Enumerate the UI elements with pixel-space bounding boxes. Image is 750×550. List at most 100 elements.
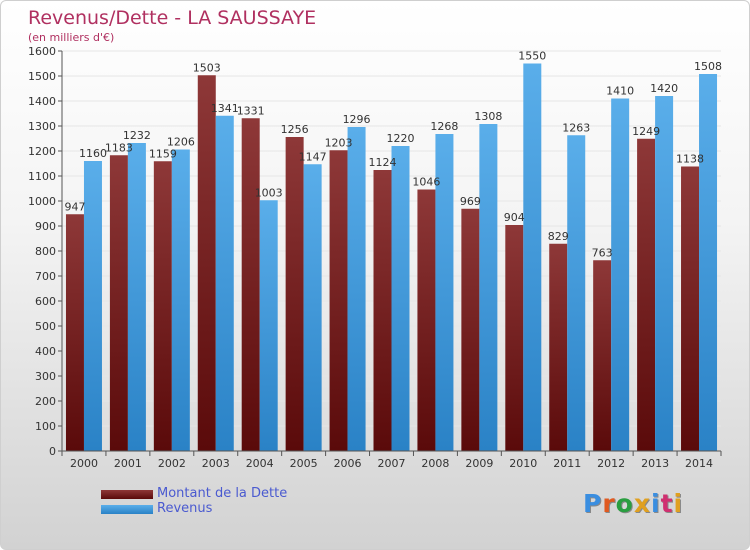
bar-revenus: [171, 149, 190, 451]
bar-dette: [417, 189, 436, 451]
y-tick-label: 1600: [28, 45, 56, 58]
data-label-dette: 1124: [369, 156, 397, 169]
y-tick-label: 300: [35, 370, 56, 383]
y-tick-label: 200: [35, 395, 56, 408]
data-label-dette: 763: [592, 246, 613, 259]
data-label-dette: 1183: [105, 141, 133, 154]
bar-dette: [461, 208, 480, 451]
legend-label-revenus: Revenus: [157, 501, 213, 516]
bar-revenus: [699, 74, 718, 451]
data-label-revenus: 1147: [299, 150, 327, 163]
data-label-dette: 1331: [237, 104, 265, 117]
data-label-revenus: 1232: [123, 129, 151, 142]
y-tick-label: 1200: [28, 145, 56, 158]
bar-revenus: [83, 161, 102, 451]
data-label-dette: 904: [504, 211, 525, 224]
y-tick-label: 1400: [28, 95, 56, 108]
data-label-revenus: 1308: [474, 110, 502, 123]
x-tick-label: 2003: [202, 457, 230, 470]
data-label-dette: 1138: [676, 153, 704, 166]
data-label-dette: 1256: [281, 123, 309, 136]
data-label-revenus: 1420: [650, 82, 678, 95]
data-label-revenus: 1160: [79, 147, 107, 160]
bar-dette: [153, 161, 172, 451]
bar-revenus: [303, 164, 322, 451]
y-tick-label: 1500: [28, 70, 56, 83]
bar-revenus: [523, 63, 542, 451]
x-tick-label: 2013: [641, 457, 669, 470]
bar-revenus: [611, 98, 630, 451]
y-tick-label: 100: [35, 420, 56, 433]
x-tick-label: 2002: [158, 457, 186, 470]
bar-dette: [329, 150, 348, 451]
bar-revenus: [435, 134, 454, 451]
bar-revenus: [655, 96, 674, 451]
data-label-revenus: 1550: [518, 50, 546, 63]
bar-revenus: [127, 143, 146, 451]
chart-title: Revenus/Dette - LA SAUSSAYE: [28, 7, 317, 29]
bar-dette: [65, 214, 84, 451]
data-label-revenus: 1003: [255, 186, 283, 199]
axes: [61, 51, 721, 452]
bar-dette: [593, 260, 612, 451]
bar-dette: [197, 75, 216, 451]
legend-swatch-dette: [101, 490, 153, 499]
data-label-revenus: 1220: [387, 132, 415, 145]
x-tick-label: 2001: [114, 457, 142, 470]
bars: [65, 63, 718, 451]
data-label-revenus: 1410: [606, 85, 634, 98]
y-tick-label: 500: [35, 320, 56, 333]
y-tick-label: 400: [35, 345, 56, 358]
bar-revenus: [259, 200, 278, 451]
x-tick-label: 2005: [290, 457, 318, 470]
x-tick-label: 2007: [378, 457, 406, 470]
y-tick-label: 600: [35, 295, 56, 308]
y-tick-label: 1100: [28, 170, 56, 183]
bar-dette: [549, 243, 568, 451]
y-tick-label: 800: [35, 245, 56, 258]
x-tick-label: 2008: [421, 457, 449, 470]
x-axis-ticks: 2000 2001 2002 2003 2004 2005 2006 2007 2008 2009…: [61, 451, 722, 470]
x-tick-label: 2000: [70, 457, 98, 470]
y-tick-label: 700: [35, 270, 56, 283]
x-tick-label: 2010: [509, 457, 537, 470]
data-label-revenus: 1206: [167, 136, 195, 149]
data-label-dette: 947: [64, 200, 85, 213]
x-tick-label: 2011: [553, 457, 581, 470]
bar-revenus: [215, 115, 234, 451]
x-tick-label: 2012: [597, 457, 625, 470]
legend-label-dette: Montant de la Dette: [157, 486, 288, 501]
data-label-dette: 1159: [149, 147, 177, 160]
y-tick-label: 1300: [28, 120, 56, 133]
bar-dette: [681, 166, 700, 451]
bar-dette: [241, 118, 260, 451]
x-tick-label: 2006: [334, 457, 362, 470]
bar-dette: [373, 170, 392, 451]
y-tick-label: 1000: [28, 195, 56, 208]
data-label-dette: 1249: [632, 125, 660, 138]
bar-revenus: [567, 135, 586, 451]
data-label-revenus: 1296: [343, 113, 371, 126]
data-label-dette: 829: [548, 230, 569, 243]
data-label-dette: 1046: [412, 176, 440, 189]
data-label-revenus: 1263: [562, 121, 590, 134]
chart-subtitle: (en milliers d'€): [28, 31, 115, 44]
bar-revenus: [391, 146, 410, 451]
legend-swatch-revenus: [101, 505, 153, 514]
data-label-revenus: 1508: [694, 60, 722, 73]
data-label-dette: 1203: [325, 136, 353, 149]
bar-revenus: [479, 124, 498, 451]
y-tick-label: 900: [35, 220, 56, 233]
data-label-revenus: 1341: [211, 102, 239, 115]
bar-dette: [637, 138, 656, 451]
x-tick-label: 2014: [685, 457, 713, 470]
y-axis-ticks: 0 100 200 300 400 500 600 700 800 900 1000 1100 1200…: [28, 45, 62, 458]
data-label-dette: 969: [460, 195, 481, 208]
bar-dette: [505, 225, 524, 451]
proxiti-logo: Proxiti: [583, 489, 684, 518]
y-tick-label: 0: [49, 445, 56, 458]
bar-revenus: [347, 127, 366, 451]
